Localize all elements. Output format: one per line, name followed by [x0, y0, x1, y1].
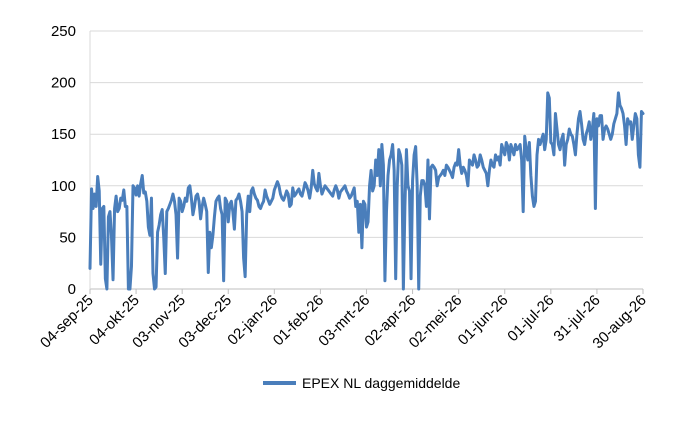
x-tick-label: 01-jun-26: [455, 292, 512, 349]
x-tick-label: 04-sep-25: [37, 292, 97, 352]
series-layer: [88, 91, 645, 291]
x-axis-tick-labels: 04-sep-2504-okt-2503-nov-2503-dec-2502-j…: [37, 292, 650, 352]
y-tick-label: 250: [51, 23, 76, 40]
y-tick-label: 100: [51, 178, 76, 195]
y-tick-label: 150: [51, 126, 76, 143]
x-axis: [89, 31, 644, 294]
y-tick-label: 0: [68, 281, 76, 298]
y-axis-tick-labels: 0 50 100 150 200 250: [51, 23, 76, 298]
y-tick-label: 200: [51, 75, 76, 92]
x-tick-label: 01-jul-26: [504, 292, 557, 345]
y-tick-label: 50: [59, 229, 76, 246]
series-line: [88, 91, 645, 291]
legend-label: EPEX NL daggemiddelde: [302, 375, 460, 391]
gridlines: [90, 30, 643, 238]
legend: EPEX NL daggemiddelde: [263, 375, 460, 391]
